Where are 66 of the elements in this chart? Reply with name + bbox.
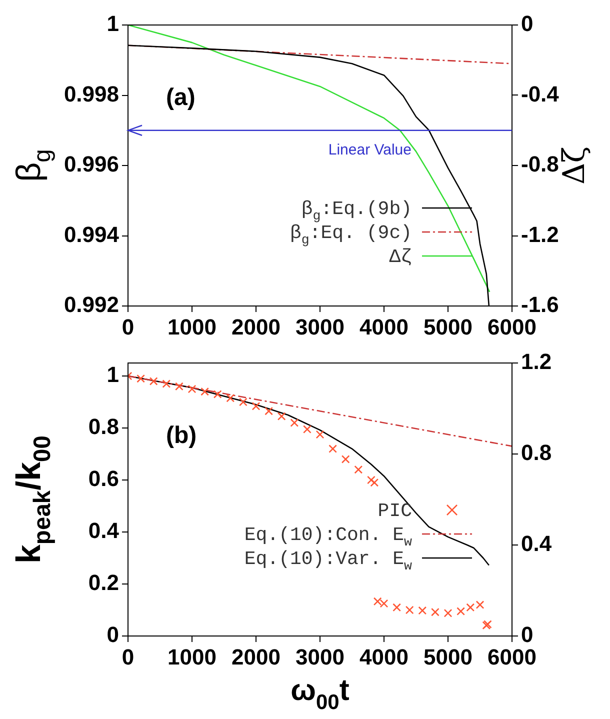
point: [476, 600, 484, 609]
annotation: (a): [166, 84, 196, 111]
x-tick-label: 2000: [232, 644, 280, 670]
point: [367, 476, 376, 484]
y-tick-label: 0.2: [88, 570, 119, 596]
x-tick-label: 4000: [360, 644, 408, 670]
y-tick-label: 0.4: [88, 518, 120, 544]
y-tick-label: 0.992: [64, 292, 119, 318]
point: [466, 603, 475, 612]
point: [418, 606, 427, 615]
x-tick-label: 1000: [168, 314, 216, 340]
point: [290, 418, 299, 427]
y2-tick-label: 0: [521, 11, 534, 36]
legend-label: Δζ: [389, 246, 412, 268]
y-tick-label: 0: [106, 622, 119, 648]
y-tick-label: 0.996: [64, 152, 119, 177]
point: [444, 608, 452, 618]
y-tick-label: 0.998: [64, 81, 119, 106]
legend-label: PIC: [378, 500, 412, 522]
point: [239, 398, 248, 406]
ref-line-label: Linear Value: [328, 141, 412, 158]
point: [149, 377, 158, 386]
point: [431, 608, 440, 616]
y-tick-label: 0.8: [88, 414, 119, 440]
x-tick-label: 1000: [168, 644, 216, 670]
point: [316, 430, 324, 439]
y2-tick-label: -0.4: [521, 81, 560, 106]
point: [341, 455, 350, 464]
point: [213, 390, 222, 398]
point: [380, 599, 388, 608]
y-tick-label: 1: [106, 362, 119, 388]
y-tick-label: 1: [106, 11, 119, 36]
point: [188, 384, 196, 394]
point: [136, 374, 145, 383]
y-axis-title: kpeak/k00: [10, 436, 56, 564]
x-tick-label: 3000: [296, 644, 344, 670]
y2-tick-label: 1.2: [521, 349, 552, 374]
point: [277, 412, 286, 420]
point: [226, 394, 235, 402]
y2-tick-label: -0.8: [521, 152, 559, 177]
x-tick-label: 2000: [232, 314, 280, 340]
point: [175, 382, 184, 391]
point: [303, 425, 312, 434]
point: [392, 603, 401, 612]
x-tick-label: 5000: [424, 314, 472, 340]
point: [252, 402, 260, 410]
point: [456, 607, 465, 616]
point: [370, 478, 379, 487]
x-tick-label: 5000: [424, 644, 472, 670]
point: [200, 387, 209, 396]
point: [162, 380, 171, 388]
y-axis-title: βg: [10, 149, 56, 182]
point: [354, 465, 363, 474]
annotation: (b): [166, 422, 197, 449]
y2-tick-label: -1.2: [521, 222, 559, 247]
point: [405, 606, 414, 614]
point: [264, 406, 273, 416]
x-tick-label: 4000: [360, 314, 408, 340]
y2-axis-title: Δζ: [557, 146, 592, 184]
point: [328, 444, 337, 453]
x-tick-label: 3000: [296, 314, 344, 340]
point: [373, 597, 382, 606]
y2-tick-label: 0.4: [521, 531, 552, 556]
y2-tick-label: 0.8: [521, 440, 552, 466]
y-tick-label: 0.994: [64, 222, 120, 247]
y-tick-label: 0.6: [88, 466, 119, 492]
